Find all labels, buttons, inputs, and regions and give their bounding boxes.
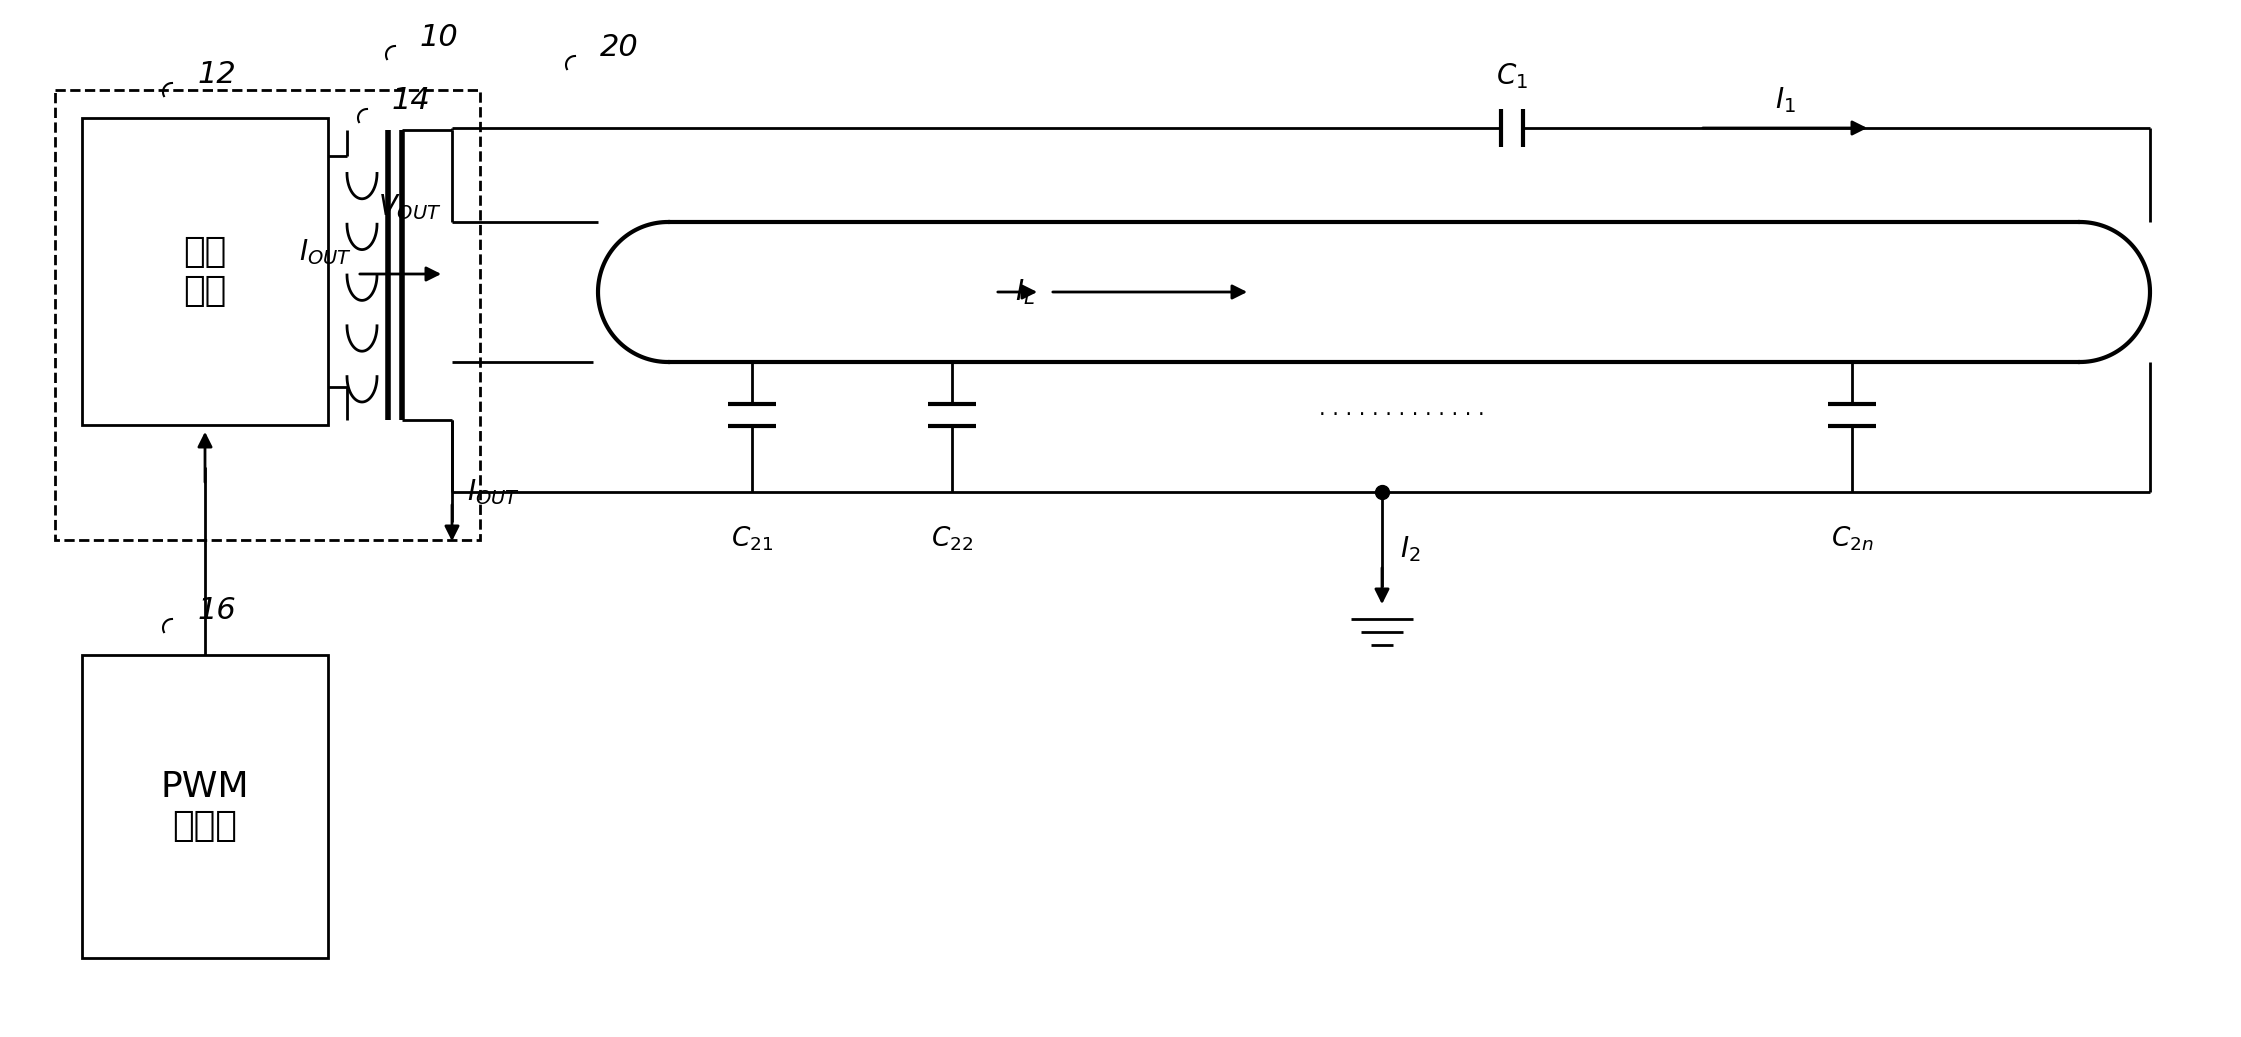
Text: $V_{OUT}$: $V_{OUT}$ bbox=[379, 192, 441, 222]
Text: $I_2$: $I_2$ bbox=[1401, 535, 1421, 564]
Text: 16: 16 bbox=[197, 596, 238, 625]
Text: $I_{OUT}$: $I_{OUT}$ bbox=[298, 237, 352, 267]
Text: 10: 10 bbox=[419, 23, 459, 52]
Text: $I_L$: $I_L$ bbox=[1015, 277, 1035, 307]
Text: · · · · · · · · · · · · ·: · · · · · · · · · · · · · bbox=[1320, 405, 1486, 425]
Text: PWM
控制器: PWM 控制器 bbox=[161, 769, 249, 843]
Text: $I_1$: $I_1$ bbox=[1775, 85, 1795, 115]
Text: 12: 12 bbox=[197, 60, 238, 89]
Text: $C_{2n}$: $C_{2n}$ bbox=[1831, 524, 1873, 553]
Text: 14: 14 bbox=[392, 86, 430, 115]
Text: 驱动
电路: 驱动 电路 bbox=[184, 234, 226, 308]
Text: $C_{22}$: $C_{22}$ bbox=[930, 524, 973, 553]
Text: 20: 20 bbox=[601, 33, 639, 62]
Text: $C_{21}$: $C_{21}$ bbox=[731, 524, 773, 553]
Text: $I_{OUT}$: $I_{OUT}$ bbox=[466, 477, 520, 507]
Text: $C_1$: $C_1$ bbox=[1497, 61, 1528, 91]
